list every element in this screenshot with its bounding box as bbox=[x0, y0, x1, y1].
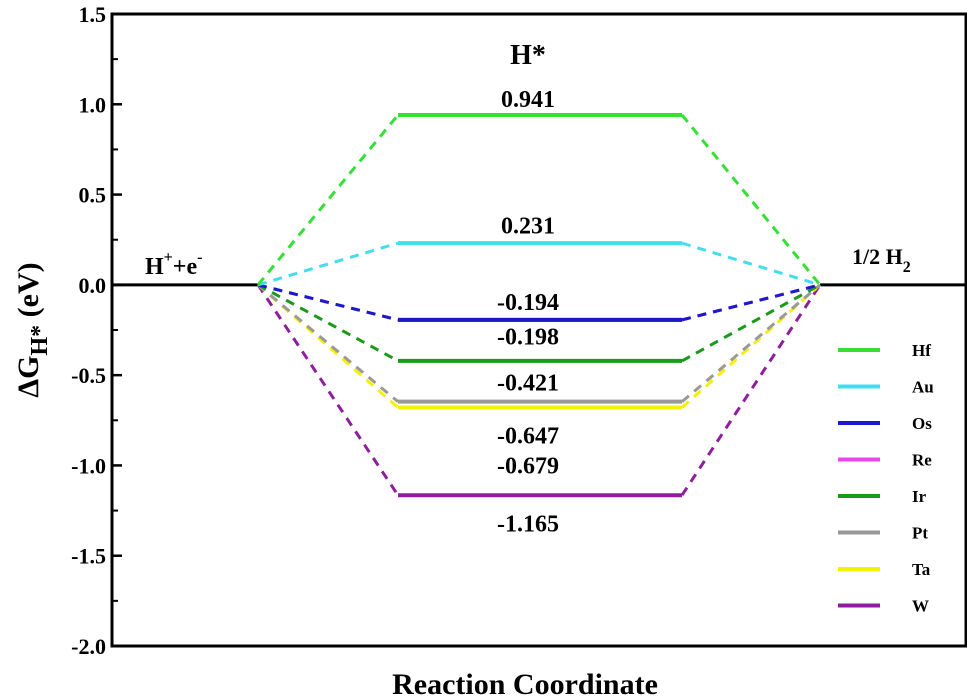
connector-ir-left bbox=[257, 283, 399, 363]
value-label: -0.679 bbox=[497, 454, 559, 480]
state-initial-label: H++e- bbox=[145, 249, 202, 280]
legend-label-w: W bbox=[912, 597, 929, 616]
value-label: -0.647 bbox=[497, 424, 559, 450]
legend-label-hf: Hf bbox=[912, 341, 931, 360]
legend-label-re: Re bbox=[912, 451, 932, 470]
connector-hf-left bbox=[256, 113, 400, 286]
y-ticks: 1.5 1.0 0.5 0.0 -0.5 -1.0 -1.5 -2.0 bbox=[71, 2, 122, 659]
connector-pt-left bbox=[257, 283, 399, 403]
legend-label-os: Os bbox=[912, 414, 932, 433]
y-tick-label: -1.0 bbox=[71, 453, 106, 478]
value-label: -1.165 bbox=[497, 511, 559, 537]
legend-label-au: Au bbox=[912, 378, 934, 397]
value-label: 0.231 bbox=[501, 213, 555, 239]
legend: Hf Au Os Re Ir Pt Ta W bbox=[838, 341, 934, 616]
x-axis-label: Reaction Coordinate bbox=[392, 668, 658, 697]
legend-label-ir: Ir bbox=[912, 487, 927, 506]
connector-ir-right bbox=[681, 283, 821, 363]
value-labels: 0.941 0.231 -0.194 -0.198 -0.421 -0.647 -0.679… bbox=[497, 87, 559, 537]
connector-w-left bbox=[256, 284, 400, 497]
axis-labels: Reaction Coordinate ΔGH* (eV) bbox=[12, 262, 658, 697]
state-final-label: 1/2 H2 bbox=[852, 244, 911, 276]
y-tick-label: 0.0 bbox=[79, 273, 107, 298]
energy-levels bbox=[398, 112, 682, 498]
connector-au-left bbox=[257, 241, 399, 287]
value-label: -0.194 bbox=[497, 290, 559, 316]
connector-hf-right bbox=[680, 113, 822, 286]
legend-label-ta: Ta bbox=[912, 560, 931, 579]
value-label: 0.941 bbox=[501, 87, 555, 113]
value-label: -0.421 bbox=[497, 370, 559, 396]
state-labels: H++e- H* 1/2 H2 bbox=[145, 40, 911, 280]
legend-label-pt: Pt bbox=[912, 524, 928, 543]
connector-os-left bbox=[257, 283, 399, 322]
connector-w-right bbox=[680, 284, 822, 497]
y-tick-label: 1.0 bbox=[79, 92, 107, 117]
value-label: -0.198 bbox=[497, 324, 559, 350]
connector-lines bbox=[256, 113, 822, 497]
connector-os-right bbox=[681, 283, 821, 322]
y-tick-label: -0.5 bbox=[71, 363, 106, 388]
y-tick-label: 1.5 bbox=[79, 2, 107, 27]
connector-pt-right bbox=[681, 283, 821, 403]
y-tick-label: -1.5 bbox=[71, 544, 106, 569]
connector-au-right bbox=[681, 241, 821, 287]
state-intermediate-label: H* bbox=[510, 40, 546, 71]
y-axis-label: ΔGH* (eV) bbox=[12, 262, 53, 397]
y-tick-label: 0.5 bbox=[79, 183, 107, 208]
y-tick-label: -2.0 bbox=[71, 634, 106, 659]
